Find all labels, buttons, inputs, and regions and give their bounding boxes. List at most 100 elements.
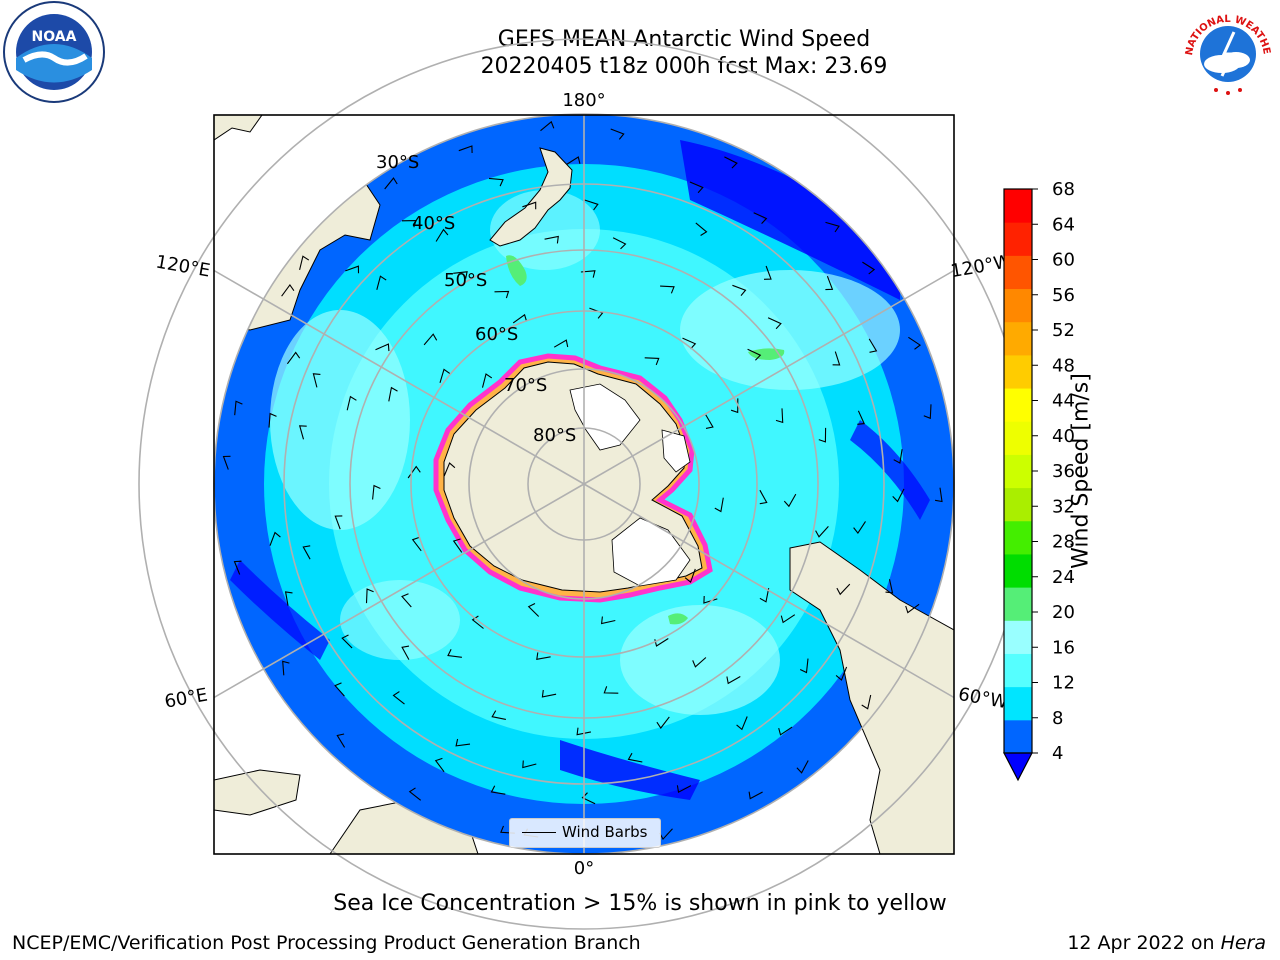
wind-barb	[233, 560, 242, 575]
credit-date: 12 Apr 2022 on	[1067, 932, 1221, 954]
colorbar-tick-label: 60	[1052, 250, 1075, 271]
wind-barb	[759, 587, 770, 603]
colorbar-tick-label: 44	[1052, 391, 1075, 412]
credit-date-host: 12 Apr 2022 on Hera	[1067, 932, 1266, 954]
wind-barb	[299, 255, 310, 271]
colorbar-title: Wind Speed [m/s]	[1068, 373, 1094, 569]
lat-label-50s: 50°S	[444, 270, 487, 291]
wind-barb	[799, 658, 809, 674]
wind-patch	[680, 270, 900, 390]
wind-barb	[268, 412, 277, 428]
wind-barb	[527, 603, 540, 617]
lon-label-0: 0°	[574, 858, 594, 879]
wind-barb	[408, 787, 422, 801]
wind-barb	[676, 785, 692, 794]
noaa-logo-text: NOAA	[32, 29, 77, 45]
wind-barb	[695, 222, 708, 236]
wind-patch	[620, 605, 780, 715]
low-wind-band	[680, 140, 900, 300]
wind-barb	[861, 694, 872, 710]
wind-barb	[346, 395, 357, 411]
land-australia-corner	[214, 115, 263, 141]
wind-barb	[825, 276, 834, 291]
wind-barb	[284, 591, 293, 606]
wind-barb	[490, 785, 506, 795]
wind-barb	[835, 666, 848, 681]
wind-barb	[376, 275, 387, 290]
wind-barb	[269, 531, 281, 546]
noaa-logo-icon: NOAA	[3, 1, 105, 103]
wind-barb	[796, 760, 809, 774]
wind-barb	[763, 265, 772, 280]
wind-barb	[853, 521, 866, 535]
colorbar-tick-label: 68	[1052, 179, 1075, 200]
colorbar-segment	[1004, 719, 1032, 754]
colorbar-segment	[1004, 686, 1032, 721]
wind-barb	[775, 408, 784, 424]
wind-barb	[656, 716, 670, 729]
wind-barb	[825, 221, 840, 233]
colorbar-tick-label: 32	[1052, 496, 1075, 517]
wind-max-patch	[748, 348, 785, 360]
wind-barb	[434, 757, 445, 773]
credit-host: Hera	[1220, 932, 1266, 954]
wind-barb	[443, 462, 456, 477]
ross-ice-shelf	[569, 383, 641, 451]
colorbar-segment	[1004, 288, 1032, 323]
wind-barb	[818, 427, 827, 443]
wind-barb	[488, 177, 504, 187]
wind-barb	[832, 351, 841, 366]
colorbar-segment	[1004, 222, 1032, 256]
wind-barb	[726, 676, 741, 685]
wind-barb	[392, 691, 405, 705]
colorbar-tick-label: 4	[1052, 743, 1063, 764]
wind-barb	[452, 538, 463, 553]
map-frame	[213, 114, 955, 855]
wind-barb	[748, 791, 763, 800]
wind-barb	[222, 455, 231, 470]
wind-barb	[660, 285, 675, 294]
wind-barb	[736, 716, 748, 731]
wind-barb	[893, 449, 903, 464]
wind-barb	[458, 145, 473, 154]
wind-barb	[302, 545, 311, 560]
wind-barb	[544, 235, 559, 244]
wind-barb	[682, 337, 697, 350]
meridians	[214, 115, 954, 854]
wind-barb	[885, 579, 894, 594]
wind-barb	[401, 220, 417, 228]
colorbar-segment	[1004, 321, 1032, 356]
wind-barb	[312, 373, 321, 388]
lat-label-80s: 80°S	[533, 425, 576, 446]
wind-max-patch	[668, 613, 688, 625]
wind-patch	[340, 580, 460, 660]
wind-barb	[341, 634, 353, 649]
map-subtitle: 20220405 t18z 000h fcst Max: 23.69	[480, 54, 888, 79]
wind-barb	[692, 657, 707, 668]
land-madagascar	[214, 769, 301, 816]
colorbar-tick-label: 28	[1052, 532, 1075, 553]
wind-barb	[689, 181, 704, 194]
wind-barb	[384, 177, 398, 190]
wind-barb	[423, 333, 438, 346]
wind-barb	[584, 199, 599, 211]
wind-barb	[905, 603, 920, 614]
wind-barb	[767, 317, 782, 330]
colorbar-segment	[1004, 421, 1032, 455]
wind-barb	[540, 120, 555, 132]
colorbar-tick-label: 40	[1052, 426, 1075, 447]
wind-barb	[610, 128, 625, 140]
wind-barb-legend-line	[522, 832, 556, 833]
colorbar-under-arrow	[1003, 752, 1033, 782]
wind-barb	[491, 710, 507, 720]
wind-barb	[334, 682, 345, 697]
wind-barb	[759, 489, 768, 505]
wind-barb	[705, 414, 714, 429]
wind-barb	[724, 156, 738, 169]
colorbar-tick-label: 52	[1052, 320, 1075, 341]
wind-barb	[447, 649, 462, 658]
colorbar-segment	[1004, 620, 1032, 654]
wind-barb	[576, 727, 592, 736]
wind-barb	[908, 336, 922, 350]
map-legend: Wind Barbs	[509, 818, 661, 848]
